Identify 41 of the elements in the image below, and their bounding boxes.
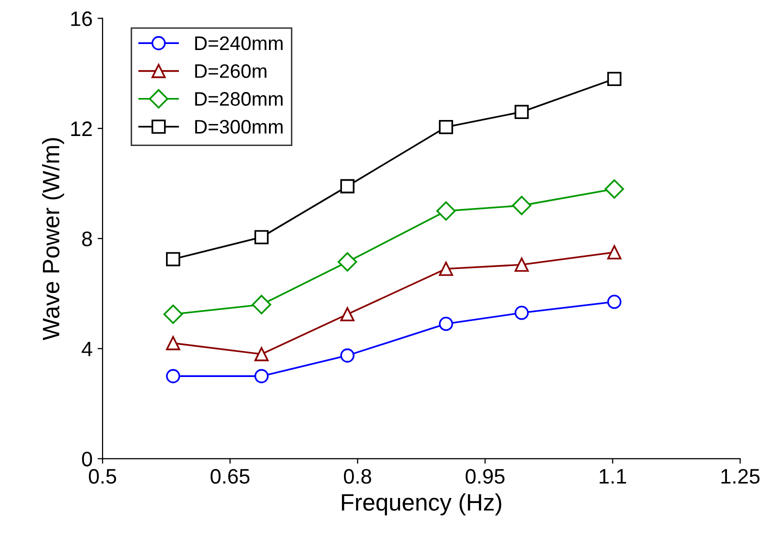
point bbox=[340, 348, 354, 363]
point bbox=[604, 179, 624, 199]
point bbox=[607, 72, 622, 86]
point bbox=[607, 245, 622, 260]
x-axis-title: Frequency (Hz) bbox=[342, 493, 502, 516]
point bbox=[340, 307, 354, 322]
point bbox=[254, 369, 269, 384]
point bbox=[438, 316, 454, 331]
y-tick-label: 12 bbox=[71, 121, 92, 136]
point bbox=[607, 294, 622, 309]
point bbox=[514, 306, 529, 320]
legend-label: D=300mm bbox=[195, 120, 283, 134]
point bbox=[340, 179, 354, 194]
point bbox=[514, 258, 529, 272]
point bbox=[512, 196, 532, 216]
point bbox=[166, 369, 180, 384]
point bbox=[254, 347, 269, 362]
y-axis-title: Wave Power (W/m) bbox=[42, 138, 64, 340]
point bbox=[438, 262, 454, 276]
legend-label: D=240mm bbox=[195, 36, 283, 50]
legend-label: D=280mm bbox=[195, 92, 283, 106]
point bbox=[252, 294, 272, 314]
point bbox=[254, 230, 269, 244]
x-tick-label: 1.1 bbox=[600, 469, 626, 484]
point bbox=[166, 252, 180, 266]
y-tick-label: 0 bbox=[82, 452, 92, 466]
x-tick-label: 0.95 bbox=[466, 468, 505, 484]
point bbox=[166, 336, 180, 350]
point bbox=[438, 120, 454, 134]
point bbox=[436, 201, 456, 221]
y-tick-label: 4 bbox=[82, 342, 92, 356]
x-tick-label: 0.65 bbox=[210, 468, 250, 484]
x-tick-label: 1.25 bbox=[721, 468, 760, 484]
x-tick-label: 0.5 bbox=[88, 468, 116, 484]
point bbox=[338, 252, 358, 272]
x-tick-label: 0.8 bbox=[344, 468, 372, 484]
legend-label: D=260m bbox=[195, 64, 266, 78]
y-tick-label: 16 bbox=[71, 11, 92, 26]
y-tick-label: 8 bbox=[82, 232, 92, 246]
point bbox=[514, 104, 529, 120]
point bbox=[163, 304, 183, 324]
